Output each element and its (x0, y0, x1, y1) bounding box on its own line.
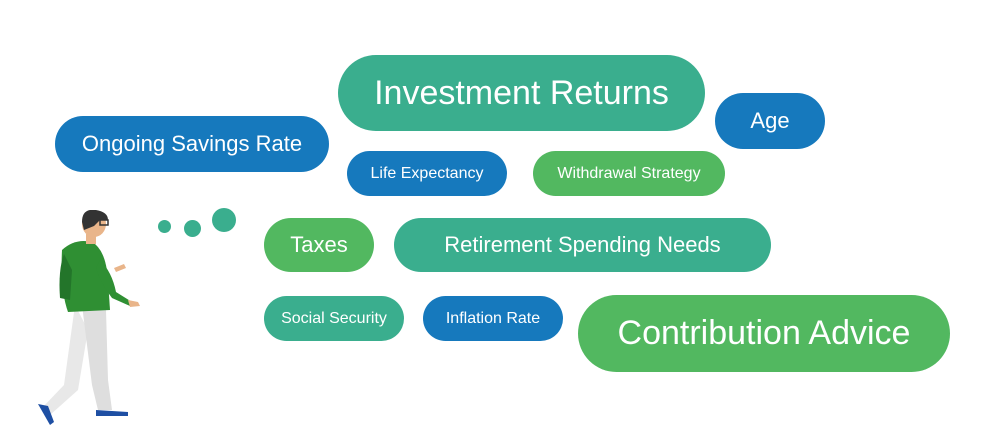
thought-dot-medium (184, 220, 201, 237)
thought-dot-small (158, 220, 171, 233)
bubble-age: Age (715, 93, 825, 149)
bubble-investment-returns: Investment Returns (338, 55, 705, 131)
bubble-taxes: Taxes (264, 218, 374, 272)
bubble-ongoing-savings-rate: Ongoing Savings Rate (55, 116, 329, 172)
bubble-retirement-spending-needs: Retirement Spending Needs (394, 218, 771, 272)
bubble-social-security: Social Security (264, 296, 404, 341)
bubble-inflation-rate: Inflation Rate (423, 296, 563, 341)
thought-dot-large (212, 208, 236, 232)
bubble-life-expectancy: Life Expectancy (347, 151, 507, 196)
thinking-person-illustration (38, 210, 140, 425)
bubble-withdrawal-strategy: Withdrawal Strategy (533, 151, 725, 196)
bubble-contribution-advice: Contribution Advice (578, 295, 950, 372)
